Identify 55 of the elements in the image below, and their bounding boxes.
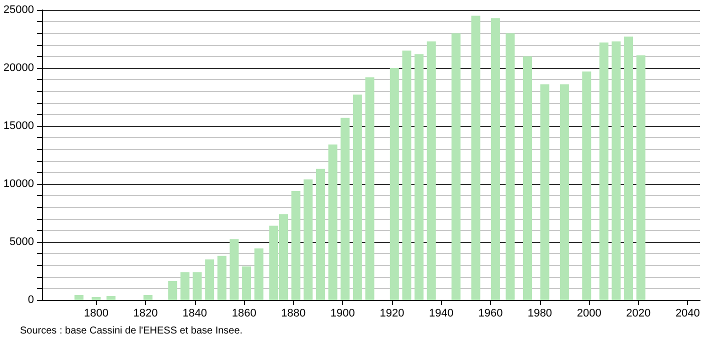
bar — [74, 295, 84, 300]
y-tick-label: 0 — [28, 294, 34, 306]
x-tick-label: 1960 — [478, 308, 503, 320]
x-tick-label: 2020 — [626, 308, 651, 320]
bar — [540, 84, 550, 300]
y-tick-label: 10000 — [3, 178, 34, 190]
x-tick-label: 1880 — [281, 308, 306, 320]
bar — [636, 55, 646, 300]
bar — [328, 144, 338, 300]
y-tick-label: 20000 — [3, 62, 34, 74]
bar — [414, 54, 424, 300]
bar — [352, 94, 362, 300]
bar — [217, 256, 226, 300]
x-tick-label: 2040 — [675, 308, 700, 320]
bar — [192, 272, 202, 300]
x-tick-label: 1800 — [84, 308, 108, 320]
bar — [612, 41, 621, 300]
bar — [365, 77, 374, 300]
bar — [180, 272, 190, 300]
bar — [452, 33, 461, 300]
bar — [390, 68, 399, 300]
x-tick-label: 1940 — [428, 308, 454, 320]
bar — [490, 18, 500, 300]
bar — [242, 266, 252, 300]
x-tick-label: 1820 — [133, 308, 158, 320]
x-tick-label: 1920 — [380, 308, 404, 320]
bar — [624, 36, 634, 300]
y-tick-label: 5000 — [10, 236, 34, 248]
bar — [291, 190, 300, 300]
bar — [304, 179, 313, 300]
bar — [230, 239, 239, 300]
y-tick-label: 15000 — [3, 120, 34, 132]
bar — [402, 50, 412, 300]
bar — [92, 296, 101, 300]
source-note: Sources : base Cassini de l'EHESS et base Insee. — [20, 326, 243, 336]
x-tick-label: 2000 — [576, 308, 602, 320]
bar — [599, 42, 608, 300]
bar — [506, 33, 515, 300]
bar — [560, 84, 569, 300]
bar — [426, 41, 436, 300]
x-tick-label: 1840 — [182, 308, 208, 320]
bar — [143, 295, 152, 300]
y-tick-label: 25000 — [3, 4, 34, 16]
bar — [168, 280, 178, 300]
bar — [205, 259, 214, 300]
bar — [254, 248, 264, 300]
x-tick-label: 1860 — [232, 308, 256, 320]
bar — [582, 71, 592, 300]
bar — [522, 56, 532, 300]
bar — [106, 296, 116, 300]
bar — [340, 118, 350, 300]
bar — [316, 168, 325, 300]
x-tick-label: 1980 — [528, 308, 552, 320]
bar — [471, 16, 480, 300]
x-tick-label: 1900 — [330, 308, 355, 320]
